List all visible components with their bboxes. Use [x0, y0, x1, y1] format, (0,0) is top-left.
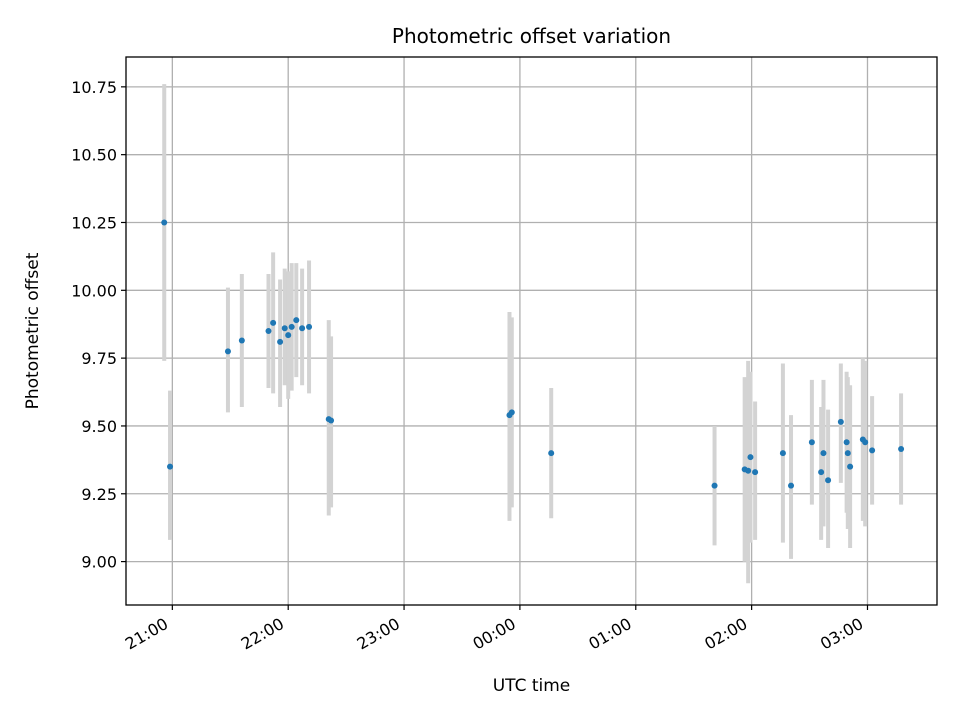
data-points	[161, 219, 905, 489]
data-point	[847, 463, 854, 470]
data-point	[745, 467, 752, 474]
y-tick-label: 10.00	[71, 281, 117, 300]
y-tick-label: 10.75	[71, 78, 117, 97]
y-tick-label: 9.25	[81, 485, 117, 504]
x-axis-label: UTC time	[493, 676, 571, 696]
y-tick-label: 10.25	[71, 213, 117, 232]
data-point	[898, 446, 905, 453]
y-tick-label: 10.50	[71, 146, 117, 165]
data-point	[837, 418, 844, 425]
data-point	[808, 439, 815, 446]
data-point	[288, 323, 295, 330]
data-point	[270, 319, 277, 326]
data-point	[306, 323, 313, 330]
data-point	[277, 338, 284, 345]
y-tick-label: 9.00	[81, 553, 117, 572]
data-point	[328, 417, 335, 424]
data-point	[224, 348, 231, 355]
data-point	[711, 482, 718, 489]
data-point	[281, 325, 288, 332]
data-point	[752, 469, 759, 476]
y-axis-label: Photometric offset	[23, 252, 43, 409]
data-point	[747, 454, 754, 461]
data-point	[788, 482, 795, 489]
y-tick-label: 9.50	[81, 417, 117, 436]
grid-lines	[126, 57, 937, 605]
data-point	[167, 463, 174, 470]
data-point	[825, 477, 832, 484]
data-point	[299, 325, 306, 332]
data-point	[779, 450, 786, 457]
data-point	[265, 328, 272, 334]
data-point	[844, 450, 851, 457]
plot-frame	[125, 56, 938, 606]
data-point	[285, 332, 292, 339]
data-point	[869, 447, 876, 454]
data-point	[862, 439, 869, 446]
data-point	[843, 439, 850, 446]
data-point	[293, 317, 300, 324]
data-point	[238, 337, 245, 344]
chart-title: Photometric offset variation	[392, 24, 671, 48]
data-point	[508, 409, 515, 416]
data-point	[820, 450, 827, 457]
data-point	[818, 469, 825, 476]
data-point	[548, 450, 555, 457]
y-axis-ticks: 9.00 9.25 9.50 9.75 10.00 10.25 10.50 10.75	[71, 78, 126, 572]
y-tick-label: 9.75	[81, 349, 117, 368]
data-point	[161, 219, 168, 226]
